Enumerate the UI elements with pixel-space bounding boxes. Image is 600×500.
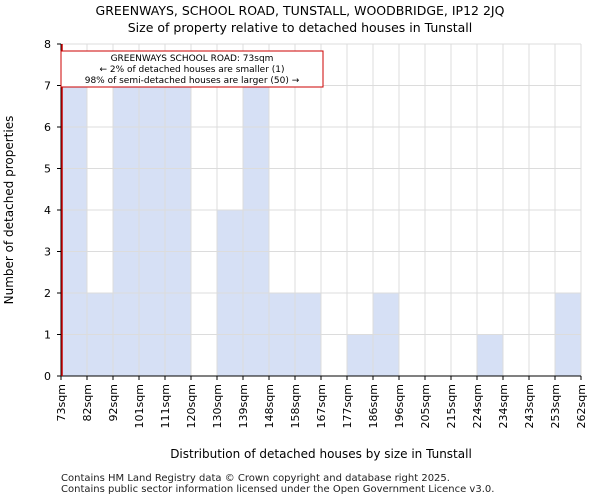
y-tick-label: 7 xyxy=(44,80,51,93)
y-tick-label: 5 xyxy=(44,163,51,176)
annotation-box xyxy=(60,50,324,88)
x-tick-label: 139sqm xyxy=(237,384,250,428)
bar xyxy=(60,85,88,377)
footer-line-1: Contains HM Land Registry data © Crown c… xyxy=(61,473,450,484)
x-tick-label: 196sqm xyxy=(393,384,406,428)
bar xyxy=(164,85,192,377)
x-tick-label: 177sqm xyxy=(341,384,354,428)
x-tick-label: 148sqm xyxy=(263,384,276,428)
x-tick-label: 234sqm xyxy=(497,384,510,428)
x-tick-label: 243sqm xyxy=(523,384,536,428)
x-tick-label: 82sqm xyxy=(81,384,94,421)
chart-title: GREENWAYS, SCHOOL ROAD, TUNSTALL, WOODBR… xyxy=(95,3,505,18)
x-axis-label: Distribution of detached houses by size … xyxy=(170,447,472,461)
x-tick-label: 73sqm xyxy=(55,384,68,421)
bar xyxy=(112,85,140,377)
y-axis-label: Number of detached properties xyxy=(2,116,16,305)
x-tick-label: 262sqm xyxy=(575,384,588,428)
y-tick-label: 1 xyxy=(44,329,51,342)
footer-line-2: Contains public sector information licen… xyxy=(61,484,495,495)
x-tick-label: 130sqm xyxy=(211,384,224,428)
y-tick-label: 2 xyxy=(44,287,51,300)
x-tick-label: 120sqm xyxy=(185,384,198,428)
bar xyxy=(138,85,166,377)
y-tick-label: 6 xyxy=(44,121,51,134)
bar xyxy=(346,334,374,377)
bar xyxy=(476,334,504,377)
chart-subtitle: Size of property relative to detached ho… xyxy=(127,20,473,35)
y-tick-label: 3 xyxy=(44,246,51,259)
y-tick-label: 0 xyxy=(44,370,51,383)
x-tick-label: 186sqm xyxy=(367,384,380,428)
x-tick-label: 253sqm xyxy=(549,384,562,428)
annotation-line: ← 2% of detached houses are smaller (1) xyxy=(99,65,284,75)
annotation-line: GREENWAYS SCHOOL ROAD: 73sqm xyxy=(111,54,274,64)
annotation-line: 98% of semi-detached houses are larger (… xyxy=(85,76,300,86)
x-tick-label: 224sqm xyxy=(471,384,484,428)
y-tick-label: 4 xyxy=(44,204,51,217)
y-tick-label: 8 xyxy=(44,38,51,51)
x-tick-label: 111sqm xyxy=(159,384,172,428)
x-tick-label: 101sqm xyxy=(133,384,146,428)
x-tick-label: 167sqm xyxy=(315,384,328,428)
x-tick-label: 215sqm xyxy=(445,384,458,428)
x-tick-label: 92sqm xyxy=(107,384,120,421)
x-tick-label: 205sqm xyxy=(419,384,432,428)
bar xyxy=(242,85,270,377)
x-tick-label: 158sqm xyxy=(289,384,302,428)
